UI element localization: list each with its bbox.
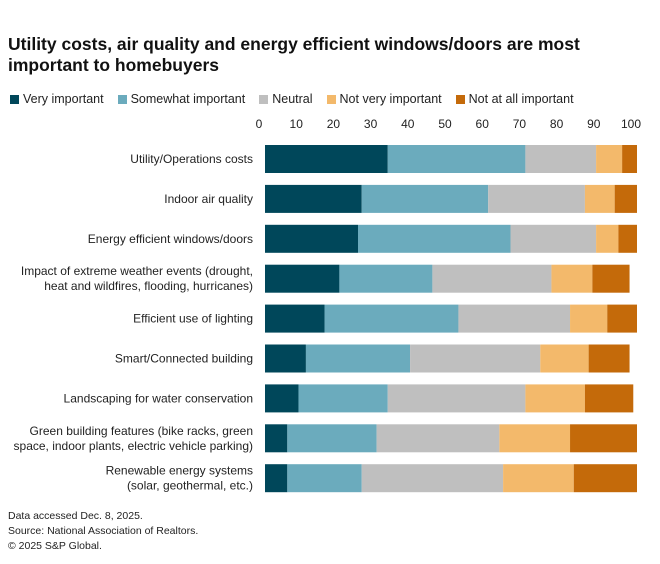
x-tick-label: 90 <box>587 117 601 131</box>
legend-item-somewhat-important: Somewhat important <box>117 92 246 106</box>
category-label: Efficient use of lighting <box>133 312 253 326</box>
bar-segment-somewhat <box>324 304 459 333</box>
category-label: Green building features (bike racks, gre… <box>14 424 253 453</box>
bar-segment-neutral <box>387 384 526 413</box>
legend-swatch-very-important <box>10 94 19 104</box>
bar-segment-very <box>265 224 358 253</box>
x-tick-label: 40 <box>401 117 415 131</box>
bar-segment-neutral <box>458 304 571 333</box>
x-tick-label: 30 <box>364 117 378 131</box>
x-tick-label: 50 <box>438 117 452 131</box>
bar-segment-somewhat <box>387 145 526 173</box>
bar-segment-very <box>265 184 362 213</box>
bar-segment-neutral <box>488 184 585 213</box>
bar-segment-not-very <box>499 424 571 453</box>
bar-segment-very <box>265 344 306 373</box>
bar-segment-somewhat <box>358 224 511 253</box>
category-label: Renewable energy systems (solar, geotherm… <box>106 464 253 493</box>
legend-label-neutral: Neutral <box>272 92 313 106</box>
bar-segment-somewhat <box>287 424 377 453</box>
bar-segment-not-at-all <box>592 264 630 293</box>
legend-swatch-not-very-important <box>326 94 336 104</box>
bar-segment-not-very <box>503 464 574 493</box>
bar-segment-not-very <box>570 304 608 333</box>
bar-segment-not-at-all <box>618 224 637 253</box>
legend-item-neutral: Neutral <box>259 92 313 106</box>
legend-item-very-important: Very important <box>10 92 104 106</box>
bar-segment-not-at-all <box>622 145 637 173</box>
x-tick-label: 60 <box>476 117 490 131</box>
footer-source: Source: National Association of Realtors… <box>8 525 199 537</box>
bar-segment-not-very <box>584 184 615 213</box>
bar-segment-not-at-all <box>614 184 637 213</box>
legend-label-not-very-important: Not very important <box>339 92 442 106</box>
stacked-bar-chart: 0 10 20 30 40 50 60 70 80 90 100 Utility/Operations… <box>14 117 642 493</box>
legend: Very important Somewhat important Neutra… <box>10 91 588 107</box>
legend-label-very-important: Very important <box>23 92 104 106</box>
bar-segment-neutral <box>510 224 597 253</box>
legend-swatch-somewhat-important <box>117 94 127 104</box>
bar-segment-neutral <box>432 264 552 293</box>
bar-segment-somewhat <box>305 344 411 373</box>
bar-segment-very <box>265 264 340 293</box>
legend-swatch-neutral <box>259 94 269 104</box>
bar-segment-somewhat <box>339 264 433 293</box>
bar-segment-not-at-all <box>573 464 637 493</box>
bar-segment-neutral <box>410 344 541 373</box>
category-label: Utility/Operations costs <box>130 152 253 166</box>
bar-segment-not-at-all <box>588 344 630 373</box>
bar-segment-neutral <box>361 464 504 493</box>
bar-segment-very <box>265 304 325 333</box>
bar-segment-very <box>265 145 388 173</box>
footer-copyright: © 2025 S&P Global. <box>8 540 102 552</box>
x-tick-label: 100 <box>621 117 641 131</box>
category-label: Landscaping for water conservation <box>64 391 253 405</box>
x-tick-label: 10 <box>290 117 304 131</box>
legend-label-not-at-all-important: Not at all important <box>468 92 574 106</box>
x-tick-label: 80 <box>550 117 564 131</box>
legend-item-not-at-all-important: Not at all important <box>455 92 574 106</box>
bar-segment-neutral <box>525 145 597 173</box>
category-label: Energy efficient windows/doors <box>88 232 253 246</box>
bar-segment-not-at-all <box>584 384 634 413</box>
bar-segment-not-very <box>596 224 619 253</box>
legend-swatch-not-at-all-important <box>455 94 465 104</box>
bar-segment-very <box>265 384 299 413</box>
category-label: Indoor air quality <box>164 192 253 206</box>
bar-segment-not-very <box>551 264 593 293</box>
x-tick-label: 20 <box>327 117 341 131</box>
bar-segment-not-at-all <box>607 304 637 333</box>
footer-accessed-note: Data accessed Dec. 8, 2025. <box>8 510 143 522</box>
bar-segment-not-very <box>525 384 585 413</box>
bar-segment-not-very <box>596 145 623 173</box>
x-tick-label: 70 <box>513 117 527 131</box>
legend-label-somewhat-important: Somewhat important <box>130 92 246 106</box>
category-label: Smart/Connected building <box>115 352 253 366</box>
bar-segment-somewhat <box>361 184 489 213</box>
bar-segment-very <box>265 424 288 453</box>
bar-segment-somewhat <box>298 384 388 413</box>
bar-segment-not-very <box>540 344 589 373</box>
bar-segment-somewhat <box>287 464 362 493</box>
chart-footer: Data accessed Dec. 8, 2025. Source: Nati… <box>8 509 198 554</box>
category-label: Impact of extreme weather events (drough… <box>21 264 253 293</box>
bar-segment-not-at-all <box>570 424 637 453</box>
x-tick-label: 0 <box>256 117 263 131</box>
chart-title: Utility costs, air quality and energy ef… <box>8 34 580 75</box>
bar-segment-neutral <box>376 424 500 453</box>
bar-segment-very <box>265 464 288 493</box>
legend-item-not-very-important: Not very important <box>326 92 442 106</box>
